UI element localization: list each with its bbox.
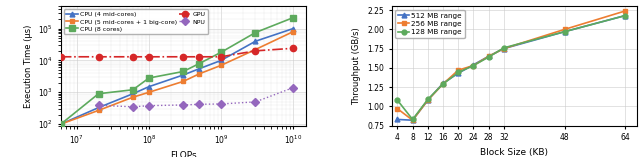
CPU (8 cores) [95,93,102,95]
CPU (5 mid-cores + 1 big-core) [195,73,203,75]
128 MB range [394,99,401,101]
NPU [145,105,153,107]
Y-axis label: Throughput (GB/s): Throughput (GB/s) [353,27,362,105]
512 MB range [409,119,417,121]
Line: 512 MB range: 512 MB range [395,13,628,123]
CPU (5 mid-cores + 1 big-core) [252,49,259,50]
128 MB range [470,65,477,67]
512 MB range [561,31,568,33]
256 MB range [561,28,568,30]
NPU [252,101,259,103]
CPU (8 cores) [57,123,65,125]
CPU (5 mid-cores + 1 big-core) [217,64,225,66]
CPU (5 mid-cores + 1 big-core) [129,96,137,98]
256 MB range [394,108,401,110]
128 MB range [484,56,492,58]
CPU (4 mid-cores) [57,123,65,125]
128 MB range [500,47,508,49]
CPU (4 mid-cores) [289,28,297,30]
CPU (4 mid-cores) [217,60,225,61]
CPU (8 cores) [195,62,203,64]
NPU [95,104,102,106]
128 MB range [439,83,447,85]
NPU [217,103,225,105]
X-axis label: FLOPs: FLOPs [170,151,196,157]
Line: CPU (5 mid-cores + 1 big-core): CPU (5 mid-cores + 1 big-core) [58,29,296,127]
CPU (8 cores) [217,51,225,53]
X-axis label: Block Size (KB): Block Size (KB) [480,148,548,157]
GPU [95,56,102,58]
256 MB range [409,119,417,121]
CPU (8 cores) [289,17,297,19]
CPU (5 mid-cores + 1 big-core) [95,109,102,111]
512 MB range [424,99,431,101]
CPU (4 mid-cores) [95,107,102,108]
256 MB range [439,83,447,85]
512 MB range [484,55,492,57]
CPU (8 cores) [145,77,153,79]
CPU (8 cores) [252,32,259,33]
512 MB range [454,72,462,74]
256 MB range [500,48,508,50]
Line: GPU: GPU [58,45,296,60]
Line: CPU (8 cores): CPU (8 cores) [58,15,296,127]
128 MB range [621,15,629,16]
256 MB range [621,10,629,12]
512 MB range [470,64,477,66]
CPU (4 mid-cores) [252,40,259,42]
NPU [195,103,203,105]
Legend: 512 MB range, 256 MB range, 128 MB range: 512 MB range, 256 MB range, 128 MB range [396,10,465,38]
Line: 256 MB range: 256 MB range [395,8,628,123]
128 MB range [424,98,431,100]
GPU [129,56,137,58]
256 MB range [484,55,492,57]
256 MB range [424,99,431,101]
NPU [129,106,137,108]
GPU [252,50,259,52]
128 MB range [561,31,568,33]
GPU [179,56,187,58]
Legend: CPU (4 mid-cores), CPU (5 mid-cores + 1 big-core), CPU (8 cores), GPU, NPU: CPU (4 mid-cores), CPU (5 mid-cores + 1 … [64,9,208,34]
GPU [195,56,203,58]
NPU [289,87,297,89]
512 MB range [621,15,629,16]
GPU [145,56,153,58]
CPU (8 cores) [129,89,137,91]
CPU (5 mid-cores + 1 big-core) [57,123,65,125]
Line: 128 MB range: 128 MB range [395,13,628,122]
512 MB range [439,82,447,84]
128 MB range [454,72,462,73]
GPU [217,56,225,58]
CPU (4 mid-cores) [129,93,137,95]
GPU [57,56,65,58]
512 MB range [394,119,401,120]
Line: NPU: NPU [96,85,296,110]
256 MB range [454,69,462,71]
CPU (8 cores) [179,70,187,72]
CPU (4 mid-cores) [145,86,153,88]
CPU (4 mid-cores) [179,74,187,76]
NPU [179,104,187,106]
GPU [289,47,297,49]
CPU (5 mid-cores + 1 big-core) [179,80,187,82]
Y-axis label: Execution Time (μs): Execution Time (μs) [24,24,33,108]
CPU (4 mid-cores) [195,68,203,70]
CPU (5 mid-cores + 1 big-core) [145,91,153,93]
128 MB range [409,119,417,120]
CPU (5 mid-cores + 1 big-core) [289,31,297,33]
Line: CPU (4 mid-cores): CPU (4 mid-cores) [58,26,296,127]
512 MB range [500,48,508,50]
256 MB range [470,65,477,67]
